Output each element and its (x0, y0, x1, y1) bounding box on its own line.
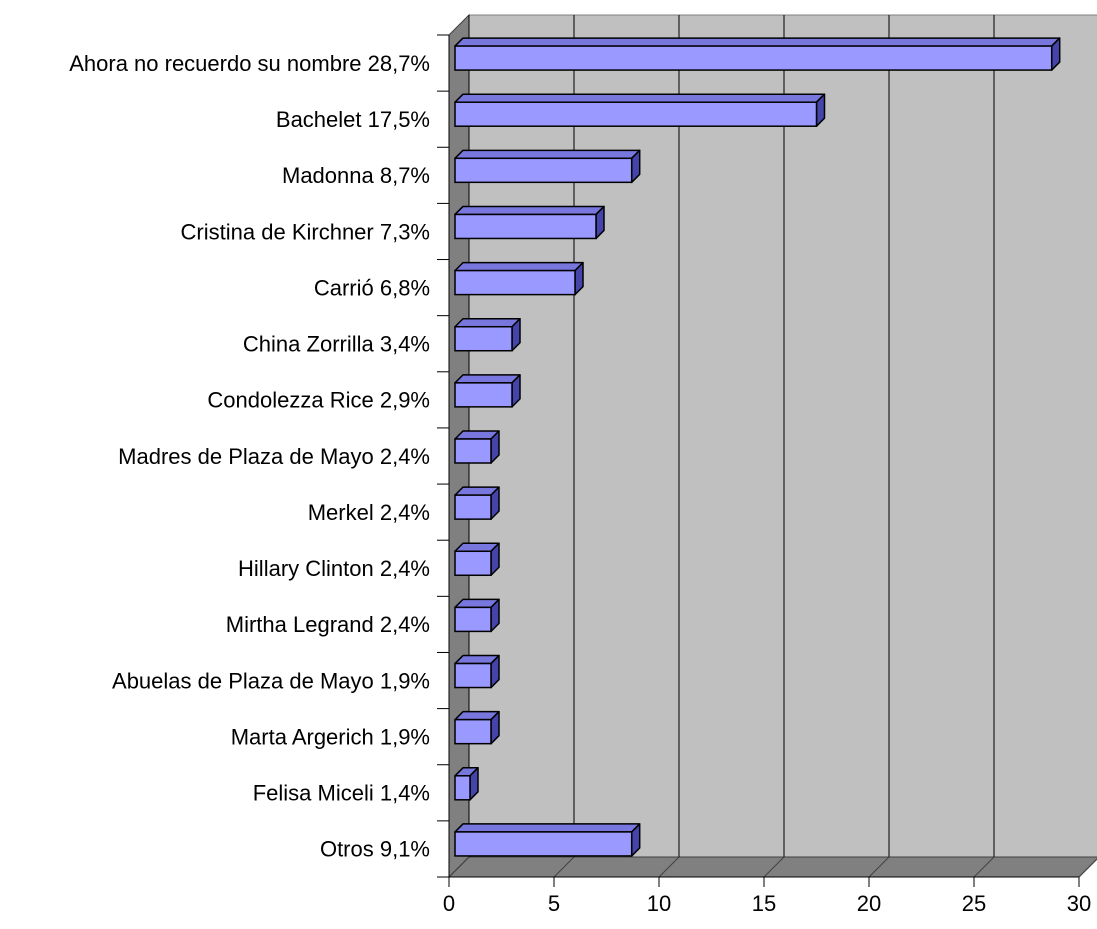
floor-line-0 (448, 856, 470, 878)
bar-front (454, 45, 1053, 71)
tick-label-20: 20 (857, 891, 881, 916)
bars (454, 37, 1061, 857)
bar-top (454, 93, 826, 103)
bar-8 (454, 486, 500, 520)
bar-front (454, 325, 513, 352)
category-label-12: Marta Argerich 1,9% (231, 724, 430, 749)
bar-front (454, 718, 492, 745)
value-axis: 0 5 10 15 20 25 30 (443, 876, 1091, 916)
bar-top (454, 261, 584, 272)
bar-5 (454, 317, 521, 352)
category-label-2: Madonna 8,7% (282, 163, 430, 188)
bar-top (454, 823, 641, 833)
bar-front (454, 101, 818, 127)
category-label-5: China Zorrilla 3,4% (243, 332, 430, 357)
category-label-14: Otros 9,1% (320, 837, 430, 862)
bar-7 (454, 430, 500, 464)
bar-0 (454, 37, 1061, 71)
bar-4 (454, 261, 584, 296)
floor-line-15 (763, 856, 785, 878)
category-axis: Ahora no recuerdo su nombre 28,7% Bachele… (69, 34, 450, 878)
bar-front (454, 157, 633, 184)
tick-label-10: 10 (647, 891, 671, 916)
tick-label-25: 25 (962, 891, 986, 916)
bar-3 (454, 205, 605, 240)
bar-front (454, 269, 576, 296)
category-label-8: Merkel 2,4% (308, 500, 430, 525)
tick-label-15: 15 (752, 891, 776, 916)
category-label-6: Condolezza Rice 2,9% (207, 388, 430, 413)
category-label-13: Felisa Miceli 1,4% (253, 781, 430, 806)
category-label-1: Bachelet 17,5% (276, 107, 430, 132)
bar-top (454, 374, 521, 384)
bar-front (454, 382, 513, 408)
bar-top (454, 149, 641, 160)
floor-line-20 (868, 856, 890, 878)
bar-11 (454, 654, 500, 689)
bar-front (454, 550, 492, 577)
category-label-7: Madres de Plaza de Mayo 2,4% (118, 444, 430, 469)
bar-10 (454, 598, 500, 633)
bar-top (454, 205, 605, 216)
bar-front (454, 775, 471, 801)
bar-front (454, 494, 492, 520)
bar-9 (454, 542, 500, 577)
category-label-11: Abuelas de Plaza de Mayo 1,9% (112, 668, 430, 693)
bar-top (454, 37, 1061, 47)
category-label-0: Ahora no recuerdo su nombre 28,7% (69, 51, 430, 76)
bar-1 (454, 93, 826, 127)
bar-6 (454, 374, 521, 408)
bar-front (454, 438, 492, 464)
floor-line-5 (553, 856, 575, 878)
category-label-4: Carrió 6,8% (314, 275, 430, 300)
category-label-10: Mirtha Legrand 2,4% (226, 612, 430, 637)
bar-front (454, 831, 633, 857)
tick-label-5: 5 (548, 891, 560, 916)
category-label-3: Cristina de Kirchner 7,3% (181, 219, 430, 244)
bar-front (454, 606, 492, 633)
bar-13 (454, 767, 479, 801)
bar-14 (454, 823, 641, 857)
bar-2 (454, 149, 641, 184)
category-label-9: Hillary Clinton 2,4% (238, 556, 430, 581)
floor-line-25 (973, 856, 995, 878)
floor-line-10 (658, 856, 680, 878)
floor-line-30 (1078, 858, 1097, 878)
back-wall (468, 14, 1097, 858)
bar-front (454, 662, 492, 689)
bar-12 (454, 710, 500, 745)
tick-label-30: 30 (1067, 891, 1091, 916)
tick-label-0: 0 (443, 891, 455, 916)
bar-front (454, 213, 597, 240)
floor (447, 856, 1097, 878)
bar-top (454, 317, 521, 328)
